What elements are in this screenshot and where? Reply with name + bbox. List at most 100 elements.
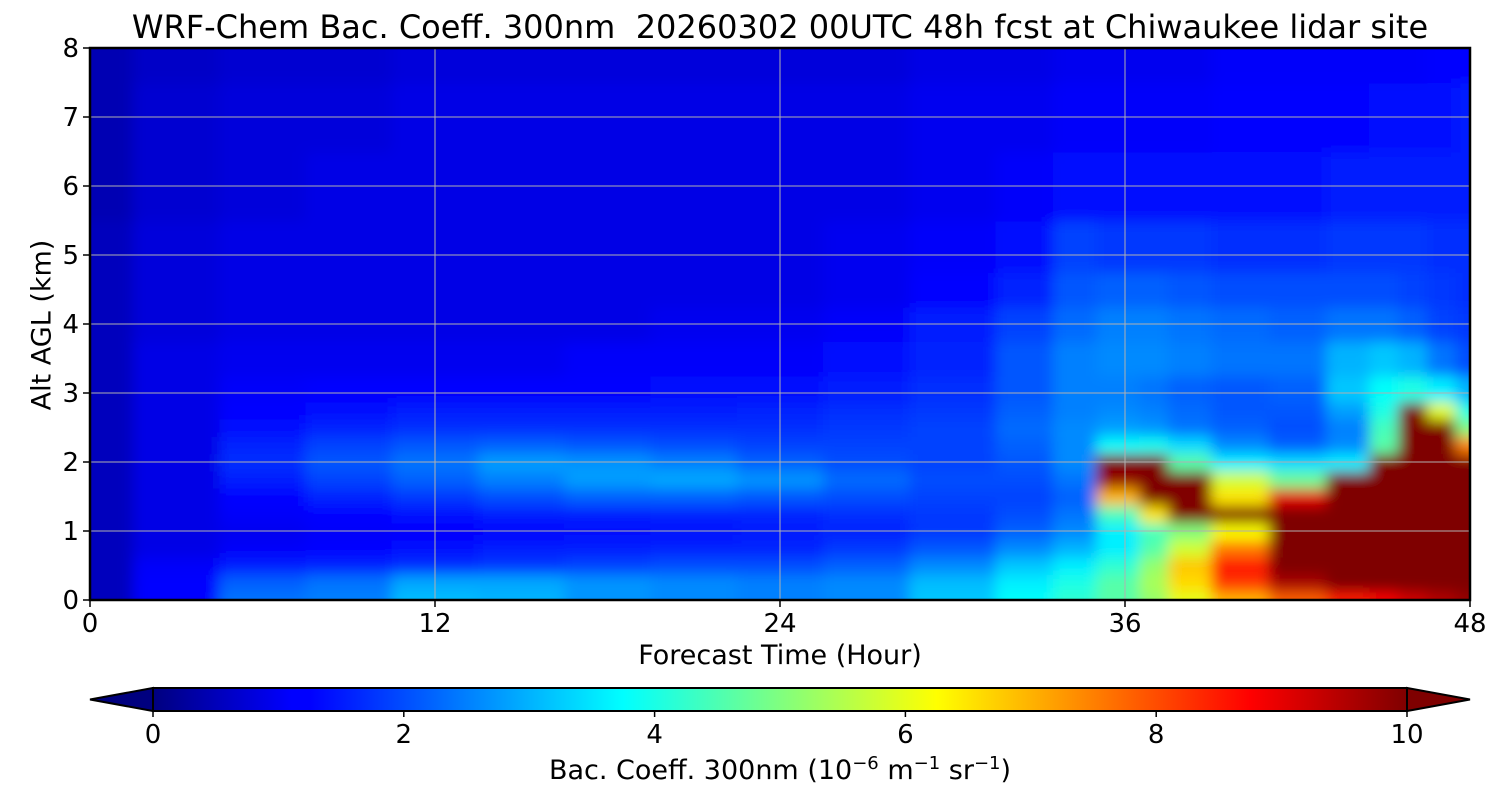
colorbar-gradient [153, 688, 1407, 711]
heatmap-cell [478, 48, 566, 84]
heatmap-cell [1455, 591, 1470, 600]
heatmap-cell [1455, 48, 1470, 84]
x-tick-label: 36 [1108, 609, 1141, 639]
heatmap-cell [90, 436, 134, 455]
heatmap-cell [1369, 470, 1399, 489]
heatmap-cell [995, 436, 1054, 455]
heatmap-cell [1168, 272, 1212, 308]
heatmap-cell [1426, 418, 1457, 437]
heatmap-cell [1455, 341, 1470, 377]
heatmap-cell [478, 272, 566, 308]
heatmap-cell [305, 401, 393, 420]
heatmap-cell [1398, 591, 1428, 600]
heatmap-cell [478, 487, 566, 506]
x-tick-label: 0 [82, 609, 99, 639]
heatmap-cell [1096, 470, 1141, 489]
heatmap-cell [823, 48, 911, 84]
heatmap-cell [133, 272, 221, 308]
colorbar-extend-min [89, 686, 154, 713]
heatmap-cell [1168, 401, 1212, 420]
heatmap-cell [305, 220, 393, 273]
heatmap-cell [1398, 539, 1428, 558]
heatmap-cell [1096, 375, 1141, 403]
heatmap-cell [650, 341, 738, 377]
heatmap-cell [1426, 48, 1457, 84]
heatmap-cell [1168, 539, 1212, 558]
heatmap-cell [1398, 556, 1428, 575]
heatmap-cell [1369, 48, 1399, 84]
heatmap-cell [90, 591, 134, 600]
heatmap-cell [1369, 591, 1399, 600]
heatmap-cell [1139, 470, 1169, 489]
heatmap-cell [1096, 418, 1141, 437]
heatmap-cell [1326, 220, 1371, 273]
heatmap-cell [909, 436, 997, 455]
heatmap-cell [1139, 505, 1169, 524]
colorbar-frame [152, 687, 1408, 712]
heatmap-cell [1426, 401, 1457, 420]
heatmap-cell [823, 272, 911, 308]
heatmap-cell [90, 272, 134, 308]
heatmap-cell [1096, 436, 1141, 455]
colorbar-tick-label: 4 [646, 720, 663, 750]
heatmap-cell [823, 556, 911, 575]
heatmap-cell [650, 220, 738, 273]
heatmap-cell [1168, 220, 1212, 273]
heatmap-cell [1326, 539, 1371, 558]
heatmap-cell [1211, 401, 1270, 420]
heatmap-cell [1268, 401, 1328, 420]
heatmap-cell [1455, 539, 1470, 558]
heatmap-cell [995, 487, 1054, 506]
heatmap-cell [909, 341, 997, 377]
heatmap-cell [1398, 272, 1428, 308]
heatmap-cell [1053, 574, 1097, 593]
colorbar-tick-label: 6 [897, 720, 914, 750]
y-tick-label: 7 [62, 103, 79, 133]
heatmap-cell [1398, 401, 1428, 420]
heatmap-cell [1268, 556, 1328, 575]
heatmap-cell [1268, 418, 1328, 437]
heatmap-cell [305, 556, 393, 575]
heatmap-cell [995, 48, 1054, 84]
heatmap-cell [219, 505, 307, 524]
colorbar-label: Bac. Coeff. 300nm (10−6 m−1 sr−1) [548, 753, 1012, 787]
heatmap-cell [1211, 539, 1270, 558]
heatmap-cell [823, 418, 911, 437]
heatmap-cell [478, 591, 566, 600]
heatmap-cell [1398, 341, 1428, 377]
heatmap-cell [1168, 556, 1212, 575]
heatmap-cell [305, 272, 393, 308]
heatmap-cell [1168, 591, 1212, 600]
heatmap-cell [1168, 505, 1212, 524]
heatmap-cell [90, 48, 134, 84]
heatmap-cell [219, 341, 307, 377]
heatmap-cell [564, 436, 652, 455]
heatmap-cell [823, 505, 911, 524]
heatmap-cell [564, 556, 652, 575]
heatmap-cell [1168, 48, 1212, 84]
heatmap-cell [909, 505, 997, 524]
heatmap-cell [1369, 556, 1399, 575]
heatmap-cell [1096, 272, 1141, 308]
heatmap-cell [823, 539, 911, 558]
heatmap-cell [478, 375, 566, 403]
heatmap-cell [1426, 436, 1457, 455]
heatmap-cell [650, 487, 738, 506]
heatmap-cell [1326, 418, 1371, 437]
heatmap-cell [1398, 436, 1428, 455]
heatmap-cell [650, 272, 738, 308]
heatmap-cell [995, 418, 1054, 437]
heatmap-cell [995, 539, 1054, 558]
heatmap-cell [995, 401, 1054, 420]
heatmap-cell [1426, 574, 1457, 593]
heatmap-cell [219, 272, 307, 308]
heatmap-cell [219, 591, 307, 600]
heatmap-cell [1326, 470, 1371, 489]
heatmap-cell [1096, 505, 1141, 524]
heatmap-cell [1211, 556, 1270, 575]
heatmap-cell [1211, 591, 1270, 600]
heatmap-cell [478, 401, 566, 420]
heatmap-cell [995, 591, 1054, 600]
heatmap-cell [1053, 401, 1097, 420]
heatmap-cell [1096, 401, 1141, 420]
